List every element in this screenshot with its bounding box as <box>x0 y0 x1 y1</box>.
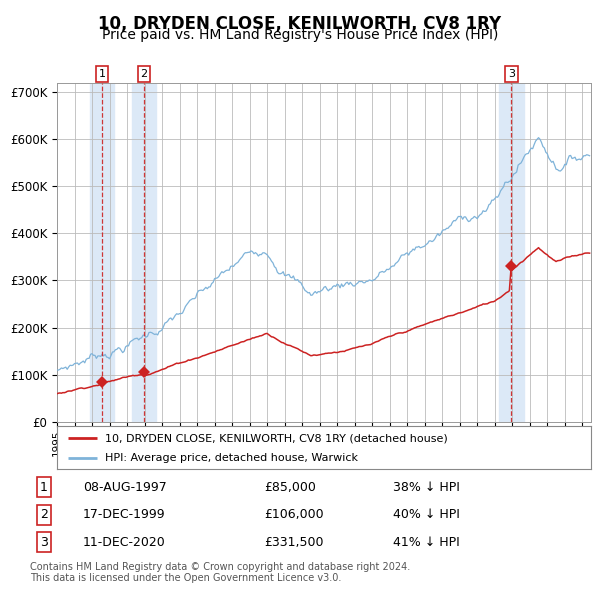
Text: 3: 3 <box>508 69 515 79</box>
Text: 38% ↓ HPI: 38% ↓ HPI <box>392 481 460 494</box>
Text: £106,000: £106,000 <box>265 508 324 522</box>
Bar <box>90 83 115 422</box>
Text: Contains HM Land Registry data © Crown copyright and database right 2024.
This d: Contains HM Land Registry data © Crown c… <box>30 562 410 584</box>
Bar <box>499 83 524 422</box>
Text: 40% ↓ HPI: 40% ↓ HPI <box>392 508 460 522</box>
Text: 10, DRYDEN CLOSE, KENILWORTH, CV8 1RY (detached house): 10, DRYDEN CLOSE, KENILWORTH, CV8 1RY (d… <box>105 433 448 443</box>
Text: 11-DEC-2020: 11-DEC-2020 <box>83 536 166 549</box>
Text: Price paid vs. HM Land Registry's House Price Index (HPI): Price paid vs. HM Land Registry's House … <box>102 28 498 42</box>
Text: HPI: Average price, detached house, Warwick: HPI: Average price, detached house, Warw… <box>105 453 358 463</box>
Text: 1: 1 <box>40 481 48 494</box>
Text: 08-AUG-1997: 08-AUG-1997 <box>83 481 167 494</box>
Text: 41% ↓ HPI: 41% ↓ HPI <box>392 536 460 549</box>
Text: £85,000: £85,000 <box>265 481 316 494</box>
Text: 2: 2 <box>40 508 48 522</box>
Text: 10, DRYDEN CLOSE, KENILWORTH, CV8 1RY: 10, DRYDEN CLOSE, KENILWORTH, CV8 1RY <box>98 15 502 33</box>
Text: £331,500: £331,500 <box>265 536 324 549</box>
Bar <box>131 83 156 422</box>
Text: 1: 1 <box>98 69 106 79</box>
Text: 17-DEC-1999: 17-DEC-1999 <box>83 508 166 522</box>
Text: 3: 3 <box>40 536 48 549</box>
Text: 2: 2 <box>140 69 148 79</box>
